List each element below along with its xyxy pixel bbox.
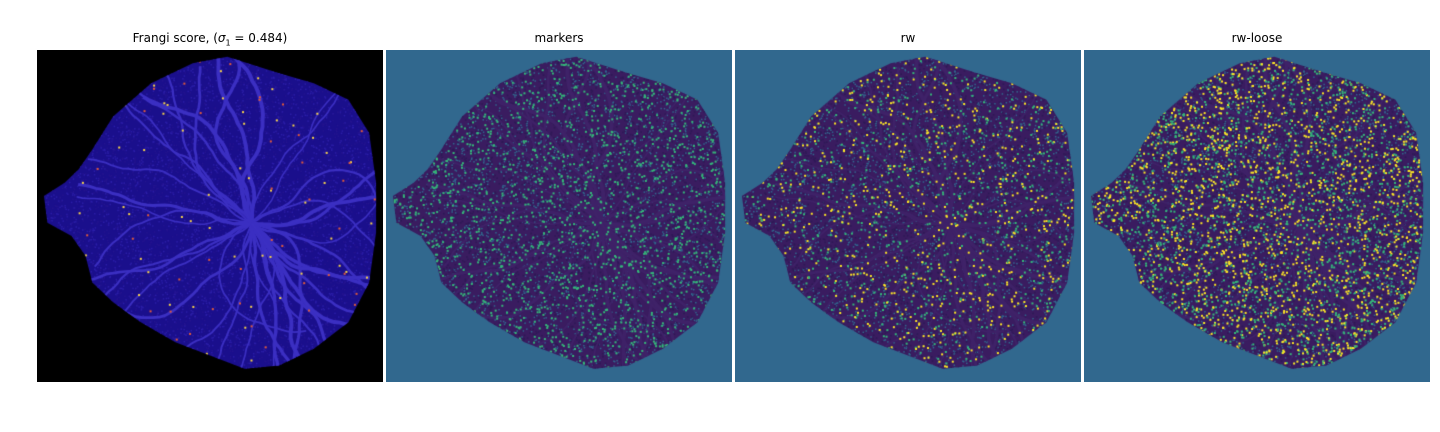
panel-frangi: Frangi score, (σ1 = 0.484) — [37, 31, 383, 382]
panel-title-rw-loose: rw-loose — [1231, 31, 1283, 45]
panel-title-rw: rw — [900, 31, 916, 45]
panel-title-frangi: Frangi score, (σ1 = 0.484) — [132, 31, 288, 48]
rw-loose-image — [1084, 50, 1430, 382]
panel-rw-loose: rw-loose — [1084, 31, 1430, 382]
frangi-score-image — [37, 50, 383, 382]
panel-rw: rw — [735, 31, 1081, 382]
markers-image — [386, 50, 732, 382]
panel-markers: markers — [386, 31, 732, 382]
panel-title-markers: markers — [534, 31, 584, 45]
rw-image — [735, 50, 1081, 382]
